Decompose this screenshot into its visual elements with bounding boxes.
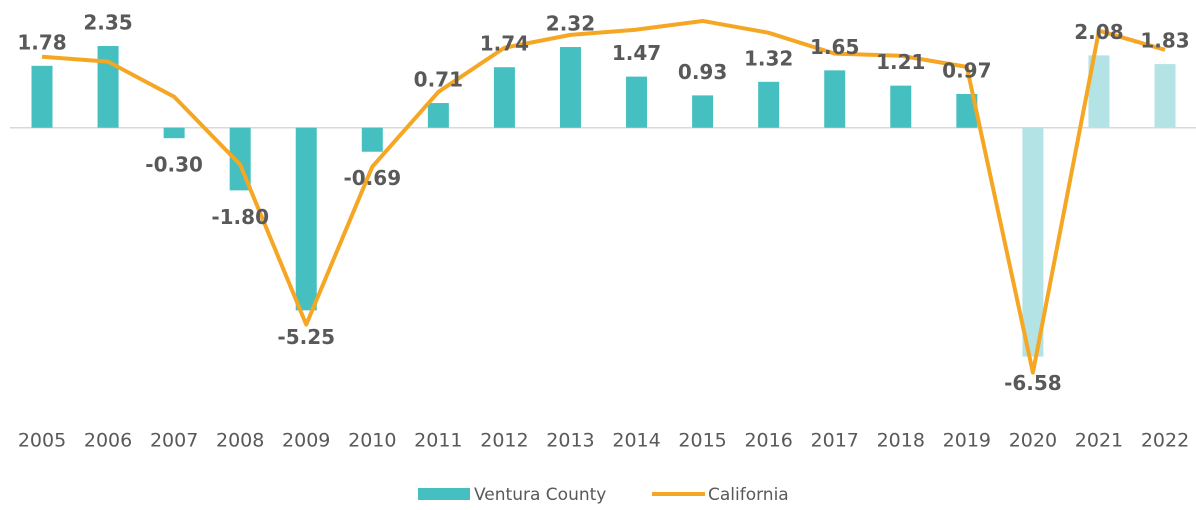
data-label: 2.08 xyxy=(1074,20,1123,44)
x-tick-label: 2010 xyxy=(348,430,396,452)
x-tick-label: 2005 xyxy=(18,430,66,452)
x-tick-label: 2008 xyxy=(216,430,264,452)
data-label: 1.32 xyxy=(744,46,793,70)
data-label: 1.74 xyxy=(480,32,529,56)
x-tick-label: 2021 xyxy=(1075,430,1123,452)
data-label: -6.58 xyxy=(1004,371,1062,395)
bar xyxy=(758,81,780,128)
x-tick-label: 2009 xyxy=(282,430,330,452)
x-tick-label: 2007 xyxy=(150,430,198,452)
x-tick-label: 2019 xyxy=(943,430,991,452)
bar xyxy=(163,127,185,139)
data-label: -1.80 xyxy=(211,205,269,229)
x-tick-label: 2017 xyxy=(811,430,859,452)
bar xyxy=(626,76,648,128)
legend-label: California xyxy=(708,485,789,505)
data-label: 1.21 xyxy=(876,50,925,74)
legend-swatch xyxy=(418,488,470,500)
bar xyxy=(427,103,449,128)
bar xyxy=(97,46,119,128)
x-tick-label: 2014 xyxy=(612,430,660,452)
bar xyxy=(692,95,714,128)
bar xyxy=(361,127,383,152)
x-tick-label: 2012 xyxy=(480,430,528,452)
data-label: 0.97 xyxy=(942,59,991,83)
bar xyxy=(1154,64,1176,128)
x-tick-label: 2022 xyxy=(1141,430,1189,452)
data-label: 0.93 xyxy=(678,60,727,84)
x-tick-label: 2006 xyxy=(84,430,132,452)
x-tick-label: 2011 xyxy=(414,430,462,452)
data-label: -5.25 xyxy=(277,325,335,349)
bar xyxy=(31,65,53,128)
legend-label: Ventura County xyxy=(474,485,606,505)
data-label: 0.71 xyxy=(414,68,463,92)
bar xyxy=(956,94,978,128)
data-label: -0.30 xyxy=(145,153,203,177)
data-label: 1.83 xyxy=(1140,29,1189,53)
line xyxy=(41,18,1166,375)
data-label: -0.69 xyxy=(343,166,401,190)
bar xyxy=(824,70,846,128)
data-label: 1.78 xyxy=(17,30,66,54)
bar xyxy=(559,47,581,128)
x-tick-label: 2016 xyxy=(744,430,792,452)
x-tick-label: 2020 xyxy=(1009,430,1057,452)
bar xyxy=(295,127,317,311)
bar xyxy=(1022,127,1044,357)
data-label: 1.65 xyxy=(810,35,859,59)
data-label: 2.32 xyxy=(546,12,595,36)
x-tick-label: 2013 xyxy=(546,430,594,452)
data-label: 1.47 xyxy=(612,41,661,65)
data-label: 2.35 xyxy=(83,11,132,35)
x-tick-label: 2018 xyxy=(877,430,925,452)
bar xyxy=(1088,55,1110,128)
bar xyxy=(890,85,912,128)
x-tick-label: 2015 xyxy=(678,430,726,452)
bar xyxy=(493,67,515,128)
